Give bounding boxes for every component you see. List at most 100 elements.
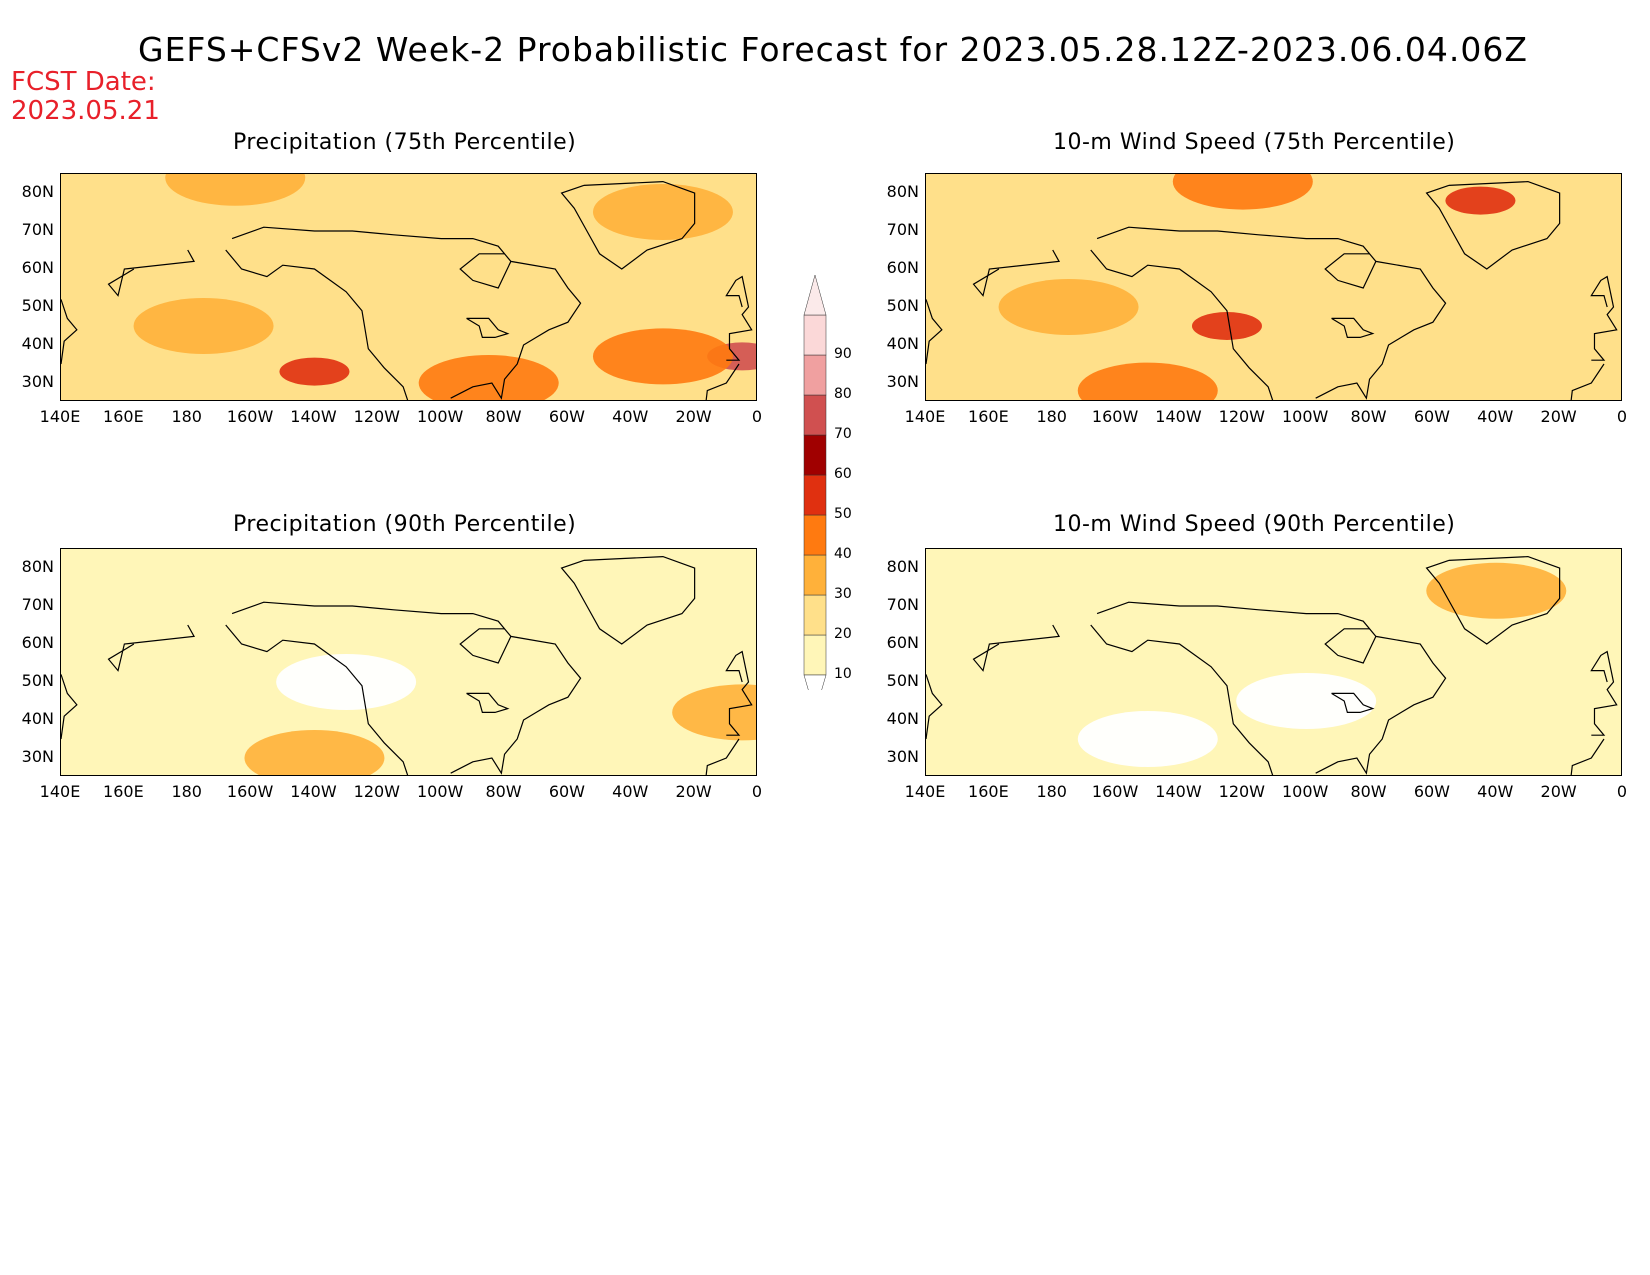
legend-swatch <box>803 634 827 676</box>
lat-tick-label: 30N <box>886 372 919 391</box>
probability-region <box>276 654 417 710</box>
legend-level-label: 30 <box>834 586 852 602</box>
legend-swatch <box>803 554 827 596</box>
probability-region <box>244 730 385 775</box>
coastline <box>725 275 753 361</box>
coastline <box>1570 738 1605 775</box>
coastline <box>1096 601 1447 775</box>
coastline <box>107 624 196 672</box>
panel-title: Precipitation (90th Percentile) <box>233 512 577 537</box>
coastline <box>972 249 1061 297</box>
lon-tick-label: 120W <box>353 782 400 801</box>
lat-tick-label: 60N <box>21 633 54 652</box>
lon-tick-label: 100W <box>1281 782 1329 801</box>
lon-tick-label: 160W <box>1091 782 1139 801</box>
lon-tick-label: 160W <box>226 407 274 426</box>
lon-tick-label: 100W <box>416 782 464 801</box>
lon-tick-label: 40W <box>612 407 649 426</box>
lon-tick-label: 160E <box>103 407 144 426</box>
lon-tick-label: 140W <box>290 782 337 801</box>
probability-region <box>1077 362 1218 400</box>
lat-tick-label: 60N <box>886 258 919 277</box>
legend-swatch <box>803 434 827 476</box>
coastline <box>459 628 512 664</box>
probability-region <box>133 298 274 354</box>
lon-tick-label: 80W <box>485 782 522 801</box>
legend-swatch <box>803 314 827 356</box>
probability-region <box>165 174 306 206</box>
lon-tick-label: 80W <box>1350 782 1387 801</box>
lat-tick-label: 80N <box>886 557 919 576</box>
legend-level-label: 40 <box>834 546 852 562</box>
lon-tick-label: 120W <box>1218 407 1265 426</box>
lon-tick-label: 20W <box>1540 782 1577 801</box>
coastline <box>926 674 943 740</box>
lon-tick-label: 160W <box>226 782 274 801</box>
coastline <box>466 692 510 713</box>
lon-tick-label: 0 <box>751 407 763 426</box>
lat-tick-label: 50N <box>886 671 919 690</box>
map-panel <box>925 173 1622 401</box>
coastline <box>1096 226 1447 400</box>
lat-tick-label: 40N <box>886 334 919 353</box>
lon-tick-label: 40W <box>1477 782 1514 801</box>
probability-region <box>1172 174 1313 210</box>
lat-tick-label: 70N <box>886 220 919 239</box>
probability-region <box>1426 562 1567 619</box>
lon-tick-label: 20W <box>675 407 712 426</box>
map-svg <box>61 549 756 775</box>
probability-region <box>592 328 733 385</box>
coastline <box>231 601 582 775</box>
lon-tick-label: 20W <box>675 782 712 801</box>
coastline <box>466 317 510 338</box>
coastline <box>1331 317 1375 338</box>
legend-swatch <box>803 514 827 556</box>
lon-tick-label: 160W <box>1091 407 1139 426</box>
lon-tick-label: 100W <box>1281 407 1329 426</box>
coastline <box>1324 253 1377 289</box>
lon-tick-label: 60W <box>548 407 585 426</box>
lon-tick-label: 140W <box>290 407 337 426</box>
map-panel <box>60 173 757 401</box>
probability-region <box>279 357 350 386</box>
lon-tick-label: 40W <box>612 782 649 801</box>
lon-tick-label: 180 <box>1036 782 1067 801</box>
legend-colorbar <box>803 274 827 714</box>
lon-tick-label: 100W <box>416 407 464 426</box>
coastline <box>1090 624 1274 775</box>
lon-tick-label: 60W <box>548 782 585 801</box>
background-field <box>61 549 756 775</box>
coastline <box>560 180 696 270</box>
lat-tick-label: 80N <box>21 182 54 201</box>
legend-level-label: 80 <box>834 386 852 402</box>
map-panel <box>925 548 1622 776</box>
lon-tick-label: 80W <box>1350 407 1387 426</box>
lon-tick-label: 180 <box>1036 407 1067 426</box>
color-legend: 10 20 30 40 50 60 70 80 90 <box>800 270 860 714</box>
lon-tick-label: 160E <box>968 782 1009 801</box>
legend-swatch <box>803 474 827 516</box>
coastline <box>725 650 753 736</box>
lat-tick-label: 70N <box>21 595 54 614</box>
map-svg <box>926 549 1621 775</box>
legend-level-label: 10 <box>834 666 852 682</box>
fcst-date-value: 2023.05.21 <box>11 96 160 126</box>
map-panel <box>60 548 757 776</box>
coastline <box>705 363 740 400</box>
map-svg <box>61 174 756 400</box>
panel-title: 10-m Wind Speed (90th Percentile) <box>1053 512 1456 537</box>
lat-tick-label: 50N <box>21 296 54 315</box>
legend-max-arrow <box>803 274 827 316</box>
probability-region <box>1191 312 1262 340</box>
lon-tick-label: 140E <box>904 407 946 426</box>
probability-region <box>1236 673 1377 729</box>
lat-tick-label: 70N <box>21 220 54 239</box>
lat-tick-label: 60N <box>21 258 54 277</box>
probability-region <box>1445 186 1516 215</box>
legend-level-label: 70 <box>834 426 852 442</box>
lat-tick-label: 50N <box>21 671 54 690</box>
lon-tick-label: 160E <box>968 407 1009 426</box>
lon-tick-label: 140W <box>1155 407 1202 426</box>
coastline <box>1331 692 1375 713</box>
fcst-date-label: FCST Date: <box>11 67 156 97</box>
